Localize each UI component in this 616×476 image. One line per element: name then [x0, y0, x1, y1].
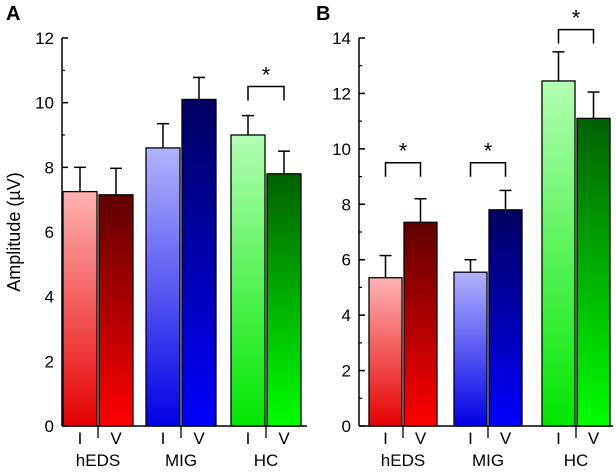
panel-a-y-tick-label: 12 [35, 29, 54, 48]
panel-b-bar-heds-i [368, 277, 403, 427]
panel-a-y-axis-title: Amplitude (µV) [4, 172, 24, 291]
panel-a-x-tick-label: I [78, 429, 83, 448]
panel-a-y-tick-label: 2 [45, 352, 54, 371]
panel-b-significance-star: * [484, 139, 493, 164]
panel-a-bar-heds-i [62, 190, 98, 427]
panel-b-label: B [316, 3, 330, 25]
panel-b-x-tick-label: I [383, 429, 388, 448]
panel-a-bar-hc-v [266, 173, 302, 427]
panel-a-x-tick-label: I [246, 429, 251, 448]
panel-a-x-tick-label: V [110, 429, 122, 448]
panel-a-bar-hc-i [230, 134, 266, 427]
panel-b-x-tick-label: V [415, 429, 427, 448]
panel-a-bar-heds-v [98, 194, 134, 427]
panel-b-significance-bracket [469, 161, 507, 177]
panel-b-x-tick-label: V [588, 429, 600, 448]
panel-b-bar-hc-v [576, 117, 611, 427]
panel-a-group-label-hc: HC [254, 451, 279, 470]
panel-a-y-tick-label: 4 [45, 288, 54, 307]
panel-a-x-tick-label: V [193, 429, 205, 448]
panel-b-bar-mig-v [488, 209, 523, 427]
panel-b-y-tick-label: 4 [342, 306, 351, 325]
panel-b-significance-bracket [384, 161, 422, 177]
panel-a-y-tick-label: 6 [45, 223, 54, 242]
panel-b-y-tick-label: 8 [342, 195, 351, 214]
panel-b-significance-star: * [572, 6, 581, 31]
panel-b-group-label-heds: hEDS [381, 451, 425, 470]
panel-b-group-label-hc: HC [564, 451, 589, 470]
panel-a-significance-star: * [262, 63, 271, 88]
panel-b-y-tick-label: 0 [342, 417, 351, 436]
panel-a-x-tick-label: V [278, 429, 290, 448]
panel-b-bar-hc-i [541, 80, 576, 427]
panel-a-significance-bracket [247, 85, 285, 101]
panel-a-y-tick-label: 0 [45, 417, 54, 436]
panel-b-x-tick-label: I [556, 429, 561, 448]
panel-b-y-tick-label: 6 [342, 251, 351, 270]
panel-a-group-label-mig: MIG [165, 451, 197, 470]
panel-b-bar-mig-i [453, 271, 488, 427]
panel-b-y-tick-label: 2 [342, 362, 351, 381]
panel-b-significance-bracket [557, 28, 595, 44]
panel-b-x-tick-label: I [468, 429, 473, 448]
panel-a-bar-mig-v [181, 98, 217, 427]
panel-b-significance-star: * [399, 139, 408, 164]
panel-a-label: A [6, 3, 20, 25]
panel-a-bar-mig-i [145, 147, 181, 427]
panel-a-x-tick-label: I [161, 429, 166, 448]
panel-b-y-tick-label: 10 [332, 140, 351, 159]
panel-b-bar-heds-v [403, 221, 438, 427]
panel-b-y-tick-label: 14 [332, 29, 351, 48]
panel-b-x-tick-label: V [500, 429, 512, 448]
panel-b-y-tick-label: 12 [332, 84, 351, 103]
panel-a-group-label-heds: hEDS [76, 451, 120, 470]
panel-b-group-label-mig: MIG [472, 451, 504, 470]
panel-a-y-tick-label: 10 [35, 94, 54, 113]
panel-a-y-tick-label: 8 [45, 158, 54, 177]
